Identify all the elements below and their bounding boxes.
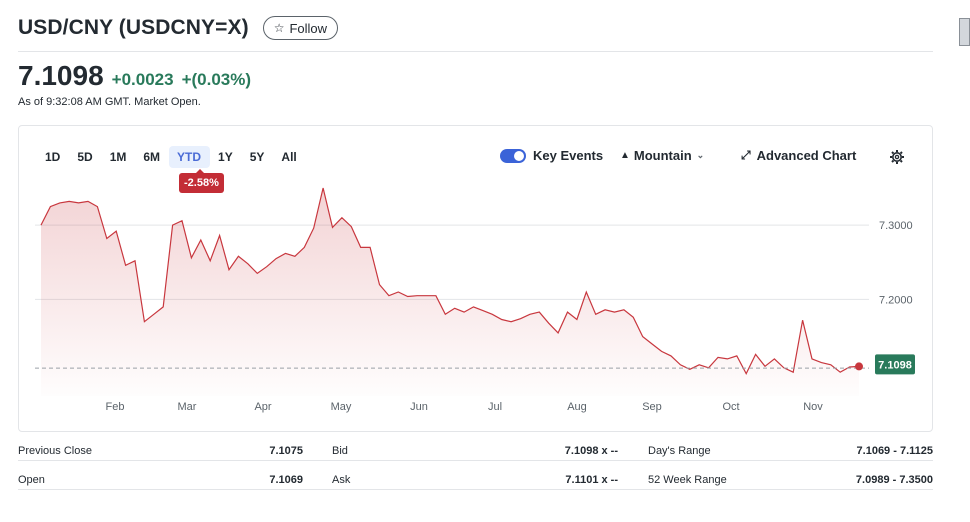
- chart-type-label: Mountain: [633, 148, 692, 163]
- stat-label: Day's Range: [648, 445, 711, 457]
- toggle-switch[interactable]: [500, 148, 526, 163]
- current-price: 7.1098: [18, 60, 104, 91]
- price-line: [40, 187, 860, 376]
- range-1y[interactable]: 1Y: [218, 150, 233, 164]
- price-area: [41, 188, 859, 396]
- stat-value: 7.1101 x --: [565, 474, 618, 486]
- range-6m[interactable]: 6M: [143, 150, 161, 164]
- stat-label: Ask: [332, 474, 351, 486]
- price-chart[interactable]: 7.1098 7.3000 7.2000 Feb Mar Apr May Jun Jul Au…: [19, 126, 934, 433]
- stat-value: 7.1069: [269, 474, 303, 486]
- as-of-timestamp: As of 9:32:08 AM GMT. Market Open.: [18, 96, 201, 108]
- price-row: 7.1098 +0.0023 +(0.03%): [18, 60, 251, 92]
- range-all[interactable]: All: [281, 150, 297, 164]
- key-events-toggle[interactable]: Key Events: [500, 148, 603, 163]
- stat-label: Bid: [332, 445, 348, 457]
- advanced-chart-link[interactable]: ⤢ Advanced Chart: [741, 148, 856, 163]
- x-tick-label: Nov: [803, 401, 823, 413]
- x-tick-label: Feb: [106, 401, 125, 413]
- x-tick-label: Mar: [178, 401, 197, 413]
- price-change-percent: +(0.03%): [181, 70, 252, 89]
- stat-value: 7.0989 - 7.3500: [855, 474, 933, 486]
- stat-value: 7.1098 x --: [564, 445, 618, 457]
- x-tick-label: Aug: [567, 401, 587, 413]
- follow-label: Follow: [289, 20, 328, 36]
- x-tick-label: Sep: [642, 401, 662, 413]
- x-tick-label: May: [331, 401, 352, 413]
- chevron-down-icon: ⌄: [696, 150, 705, 160]
- chart-card: 1D 5D 1M 6M YTD 1Y 5Y All -2.58% Key Eve…: [18, 125, 933, 432]
- mountain-icon: ▲: [620, 150, 630, 161]
- key-events-label: Key Events: [533, 148, 604, 163]
- star-icon: ☆: [273, 21, 285, 35]
- y-tick-label: 7.3000: [879, 220, 913, 232]
- stat-row: Open 7.1069 Ask 7.1101 x -- 52 Week Rang…: [18, 470, 933, 490]
- chart-type-dropdown[interactable]: ▲ Mountain ⌄: [620, 148, 704, 163]
- stat-label: Previous Close: [18, 445, 92, 457]
- price-change: +0.0023: [111, 70, 174, 89]
- quote-header: USD/CNY (USDCNY=X) ☆ Follow: [18, 16, 339, 40]
- last-price-dot: [855, 362, 863, 371]
- follow-button[interactable]: ☆ Follow: [262, 16, 339, 40]
- x-tick-label: Jul: [488, 401, 502, 413]
- range-ytd[interactable]: YTD: [169, 146, 211, 168]
- stat-label: Open: [18, 474, 45, 486]
- y-tick-label: 7.2000: [879, 294, 913, 306]
- stat-label: 52 Week Range: [648, 474, 727, 486]
- advanced-chart-label: Advanced Chart: [756, 148, 857, 163]
- range-selector: 1D 5D 1M 6M YTD 1Y 5Y All: [37, 146, 306, 168]
- page-title: USD/CNY (USDCNY=X): [18, 16, 249, 39]
- range-1d[interactable]: 1D: [45, 150, 61, 164]
- stat-value: 7.1075: [269, 445, 303, 457]
- settings-gear-icon[interactable]: [889, 149, 905, 165]
- range-5d[interactable]: 5D: [77, 150, 93, 164]
- expand-icon: ⤢: [741, 148, 751, 162]
- stat-row: Previous Close 7.1075 Bid 7.1098 x -- Da…: [18, 441, 933, 461]
- ytd-change-badge: -2.58%: [179, 169, 224, 193]
- stat-value: 7.1069 - 7.1125: [856, 445, 933, 457]
- range-5y[interactable]: 5Y: [249, 150, 265, 164]
- range-1m[interactable]: 1M: [109, 150, 127, 164]
- header-divider: [18, 51, 933, 52]
- x-tick-label: Jun: [410, 401, 428, 413]
- x-tick-label: Apr: [254, 401, 271, 413]
- side-panel-handle[interactable]: [959, 18, 970, 46]
- last-price-tag: 7.1098: [875, 354, 915, 375]
- last-price-label: 7.1098: [878, 359, 912, 371]
- x-tick-label: Oct: [722, 401, 739, 413]
